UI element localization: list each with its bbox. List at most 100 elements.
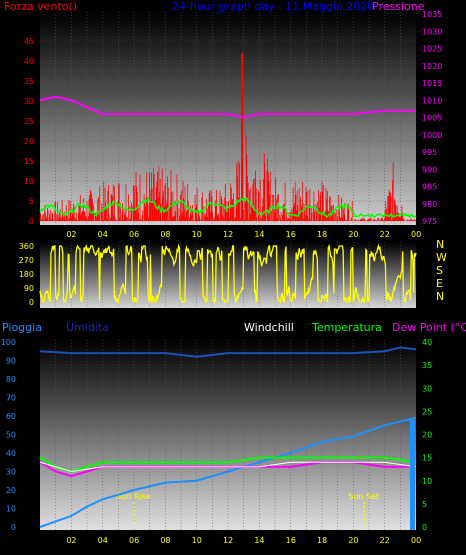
- y-tick-label: 70: [6, 394, 16, 403]
- y-tick-label: 15: [24, 157, 34, 166]
- rain-bar: [410, 420, 415, 530]
- y-tick-label: 60: [6, 412, 16, 421]
- y2-tick-label: 20: [422, 431, 432, 440]
- y-tick-label: 10: [24, 177, 34, 186]
- y-tick-label: 5: [29, 197, 34, 206]
- sun-markers: Sun Rise Sun Set: [116, 492, 379, 527]
- y2-tick-label: 975: [422, 217, 437, 226]
- sunrise-label: Sun Rise: [116, 492, 151, 501]
- y2-tick-label: 10: [422, 477, 432, 486]
- y-tick-label: 270: [19, 256, 34, 265]
- y2-tick-label: 995: [422, 148, 437, 157]
- y-tick-label: 30: [24, 97, 34, 106]
- x-tick-label: 06: [129, 536, 139, 545]
- x-tick-label: 02: [66, 536, 76, 545]
- y2-tick-label: 5: [422, 500, 427, 509]
- y2-tick-label: 40: [422, 338, 432, 347]
- x-axis-labels-3: 02 04 06 08 10 12 14 16 18 20 22 00: [66, 536, 421, 545]
- dewpoint-legend: Dew Point (°C): [392, 321, 466, 334]
- y-tick-label: 20: [6, 486, 16, 495]
- rain-axis-ticks: 0 10 20 30 40 50 60 70 80 90 100: [1, 338, 16, 532]
- y2-tick-label: 1010: [422, 96, 442, 105]
- pressure-series: [39, 95, 416, 119]
- y2-tick-label: 1020: [422, 62, 442, 71]
- compass-letter: S: [436, 264, 443, 277]
- y2-tick-label: 15: [422, 454, 432, 463]
- y2-tick-label: 25: [422, 407, 432, 416]
- x-tick-label: 00: [411, 536, 421, 545]
- temperature-series: [39, 456, 417, 473]
- wind-direction-series: [39, 243, 417, 305]
- humidity-series: [39, 346, 417, 358]
- x-tick-label: 18: [317, 230, 327, 239]
- y2-tick-label: 30: [422, 384, 432, 393]
- humidity-legend: Umidita: [66, 321, 109, 334]
- y2-tick-label: 985: [422, 183, 437, 192]
- y-tick-label: 100: [1, 338, 16, 347]
- y2-tick-label: 990: [422, 165, 437, 174]
- compass-letter: N: [436, 238, 444, 251]
- x-tick-label: 04: [98, 536, 108, 545]
- compass-letter: W: [436, 251, 447, 264]
- x-tick-label: 12: [223, 536, 233, 545]
- compass-letter: E: [436, 277, 443, 290]
- x-tick-label: 16: [286, 536, 296, 545]
- x-axis-labels-1: 02 04 06 08 10 12 14 16 18 20 22 00: [66, 230, 421, 239]
- y2-tick-label: 35: [422, 361, 432, 370]
- x-tick-label: 16: [286, 230, 296, 239]
- wind-axis-title: Forza vento(): [4, 0, 77, 13]
- y2-tick-label: 1035: [422, 10, 442, 19]
- y-tick-label: 90: [24, 284, 34, 293]
- wind-gust-line: [39, 196, 417, 219]
- y2-tick-label: 1015: [422, 79, 442, 88]
- x-tick-label: 14: [254, 536, 264, 545]
- wind-axis-ticks: 0 5 10 15 20 25 30 35 40 45: [24, 37, 34, 226]
- y-tick-label: 35: [24, 77, 34, 86]
- chart-title: 24-hour graph day : 11 Maggio 2020: [172, 0, 374, 13]
- y2-tick-label: 1025: [422, 45, 442, 54]
- y-tick-label: 40: [6, 449, 16, 458]
- windchill-legend: Windchill: [244, 321, 294, 334]
- x-tick-label: 22: [380, 230, 390, 239]
- wind-panel-background: [40, 12, 416, 225]
- y-tick-label: 40: [24, 57, 34, 66]
- x-tick-label: 06: [129, 230, 139, 239]
- x-tick-label: 18: [317, 536, 327, 545]
- y-tick-label: 80: [6, 375, 16, 384]
- x-tick-label: 12: [223, 230, 233, 239]
- y2-tick-label: 1000: [422, 131, 442, 140]
- y2-tick-label: 980: [422, 200, 437, 209]
- y-tick-label: 0: [29, 217, 34, 226]
- y-tick-label: 0: [11, 523, 16, 532]
- x-tick-label: 10: [192, 536, 202, 545]
- rain-axis-title: Pioggia: [2, 321, 42, 334]
- windchill-series: [39, 461, 417, 473]
- x-tick-label: 00: [411, 230, 421, 239]
- x-tick-label: 04: [98, 230, 108, 239]
- y2-tick-label: 0: [422, 523, 427, 532]
- x-tick-label: 20: [348, 536, 358, 545]
- y2-tick-label: 1030: [422, 27, 442, 36]
- sunset-label: Sun Set: [348, 492, 379, 501]
- x-tick-label: 14: [254, 230, 264, 239]
- x-tick-label: 08: [160, 230, 170, 239]
- direction-axis-ticks: 0 90 180 270 360: [19, 242, 34, 307]
- pressure-axis-ticks: 975 980 985 990 995 1000 1005 1010 1015 1020 1025 1…: [422, 10, 442, 226]
- pressure-axis-title: Pressione: [372, 0, 425, 13]
- wind-gust-series: [39, 196, 417, 219]
- y-tick-label: 10: [6, 505, 16, 514]
- y-tick-label: 0: [29, 298, 34, 307]
- y-tick-label: 360: [19, 242, 34, 251]
- rain-series: [39, 416, 417, 528]
- y-tick-label: 180: [19, 270, 34, 279]
- y-tick-label: 20: [24, 137, 34, 146]
- y-tick-label: 90: [6, 357, 16, 366]
- y-tick-label: 45: [24, 37, 34, 46]
- x-tick-label: 20: [348, 230, 358, 239]
- x-tick-label: 02: [66, 230, 76, 239]
- temperature-legend: Temperatura: [311, 321, 382, 334]
- y-tick-label: 30: [6, 468, 16, 477]
- y-tick-label: 50: [6, 431, 16, 440]
